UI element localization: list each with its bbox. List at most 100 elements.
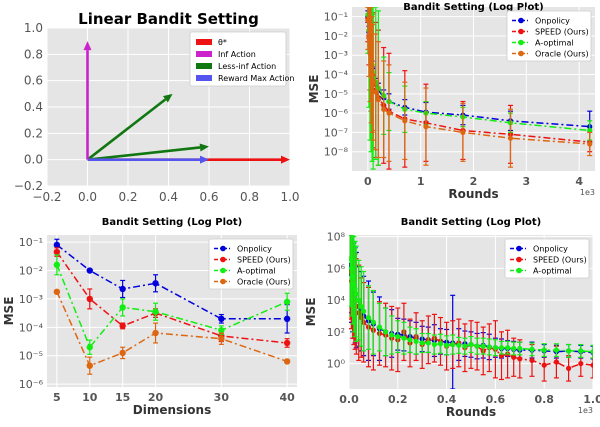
x-offset-label: 1e3 — [578, 406, 593, 415]
legend-label: A-optimal — [533, 267, 572, 276]
y-tick-label: 10⁸ — [327, 231, 346, 244]
chart-bandit-log-plot-2: Bandit Setting (Log Plot) 5 10 15 20 30 40 10⁻¹… — [2, 217, 297, 417]
legend-swatch — [196, 75, 212, 81]
data-layer — [365, 7, 593, 170]
legend-marker — [220, 245, 226, 252]
legend-label: Onpolicy — [237, 245, 272, 254]
legend-label: Less-inf Action — [218, 62, 276, 71]
y-axis-label: MSE — [2, 297, 16, 326]
x-tick-label: −0.2 — [32, 190, 61, 204]
legend-box — [189, 31, 287, 87]
data-point — [423, 124, 429, 130]
data-point — [395, 334, 401, 340]
data-point — [407, 337, 413, 343]
x-tick-label: 40 — [279, 391, 295, 404]
y-tick-label: 10⁻³ — [324, 49, 348, 62]
data-point — [590, 349, 593, 355]
x-axis-label: Rounds — [448, 187, 498, 201]
data-point — [541, 347, 547, 353]
data-point — [507, 135, 514, 141]
series-a-optimal — [53, 254, 291, 355]
legend-marker — [518, 39, 524, 46]
less-inf-action-vector — [86, 98, 167, 161]
data-point — [375, 97, 382, 103]
data-point — [462, 343, 468, 349]
legend-marker — [220, 267, 226, 274]
data-point — [86, 267, 93, 274]
data-point — [413, 338, 419, 344]
data-point — [53, 241, 61, 249]
data-point — [381, 106, 387, 112]
legend-marker — [516, 245, 522, 252]
data-point — [456, 342, 462, 348]
data-point — [468, 341, 474, 348]
data-point — [373, 89, 379, 95]
y-tick-label: 1.0 — [24, 21, 43, 35]
data-point — [358, 303, 364, 310]
legend-label: A-optimal — [535, 39, 574, 48]
chart-title: Linear Bandit Setting — [78, 10, 259, 28]
data-point — [370, 79, 376, 85]
x-tick-label: 0.6 — [199, 190, 218, 204]
x-tick-label: 15 — [115, 391, 130, 404]
chart-bandit-log-plot-1: Bandit Setting (Log Plot)0 1 2 3 410⁻¹10⁻²10… — [307, 2, 595, 201]
x-tick-label: 1.0 — [280, 190, 299, 204]
reward-max-action-vector-head — [200, 155, 209, 164]
y-tick-label: 10⁻⁶ — [324, 107, 349, 120]
x-tick-label: 0.2 — [388, 393, 408, 406]
data-point — [419, 340, 425, 346]
y-axis-label: MSE — [307, 75, 321, 104]
data-point — [119, 304, 126, 311]
legend-marker — [518, 28, 524, 35]
data-point — [356, 297, 362, 303]
data-point — [351, 281, 357, 287]
data-point — [590, 362, 593, 368]
data-point — [480, 343, 486, 349]
chart-title: Bandit Setting (Log Plot) — [102, 217, 243, 228]
data-point — [566, 365, 572, 371]
data-point — [365, 17, 371, 24]
data-point — [383, 329, 389, 335]
x-tick-label: 0.8 — [534, 393, 554, 406]
x-tick-label: 0.0 — [78, 190, 97, 204]
legend-label: Reward Max Action — [218, 74, 294, 83]
chart-linear-bandit-setting: Linear Bandit Setting −0.2−0.2 0.0 0.0 0.2 0.… — [14, 10, 300, 204]
legend-label: Oracle (Ours) — [237, 278, 291, 287]
y-tick-label: 10⁻⁵ — [324, 88, 348, 101]
inf-action-vector-head — [83, 41, 92, 51]
data-point — [587, 141, 593, 147]
legend-marker — [518, 50, 524, 57]
legend-marker — [220, 256, 226, 263]
y-tick-label: 10⁻⁴ — [19, 321, 44, 334]
series-line — [56, 244, 288, 320]
legend-box — [208, 238, 294, 290]
y-tick-label: 10⁻² — [324, 30, 348, 43]
data-point — [86, 362, 93, 369]
y-tick-label: 10⁻⁷ — [324, 126, 348, 139]
legend-box — [506, 10, 592, 62]
y-tick-label: 10⁻⁴ — [324, 69, 349, 82]
data-point — [352, 286, 358, 292]
data-point — [283, 358, 291, 365]
x-axis-label: Rounds — [446, 405, 496, 419]
data-point — [492, 345, 498, 351]
x-tick-label: 1.0 — [583, 393, 600, 406]
data-point — [431, 341, 437, 348]
series-line — [56, 291, 288, 367]
data-point — [389, 332, 395, 338]
data-point — [366, 35, 372, 41]
data-point — [86, 344, 93, 351]
data-point — [498, 345, 505, 351]
series-oracle-ours- — [53, 288, 291, 375]
data-point — [152, 308, 159, 315]
data-point — [425, 340, 431, 346]
data-point — [511, 345, 517, 352]
data-point — [370, 319, 376, 325]
y-tick-label: 10⁰ — [327, 358, 346, 371]
y-tick-label: 0.6 — [24, 74, 43, 88]
data-point — [401, 335, 407, 341]
x-tick-label: 0.8 — [240, 190, 259, 204]
data-point — [53, 248, 61, 256]
y-tick-label: 10² — [327, 326, 345, 339]
legend-label: Onpolicy — [533, 245, 568, 254]
